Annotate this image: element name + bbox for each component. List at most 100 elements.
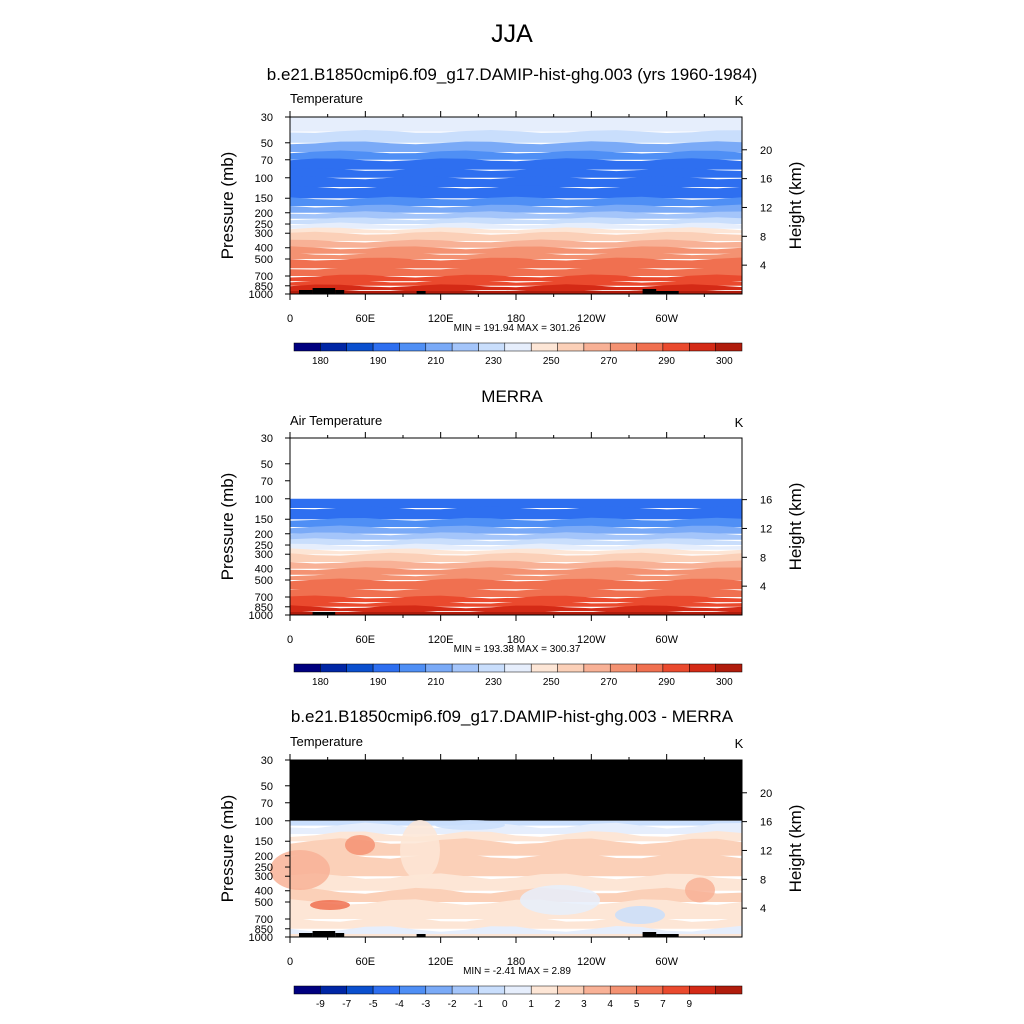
height-axis-label: Height (km) xyxy=(786,483,805,571)
min-max-label: MIN = 193.38 MAX = 300.37 xyxy=(454,644,581,655)
colorbar-box xyxy=(530,663,558,673)
colorbar-label: 1 xyxy=(528,999,534,1010)
contour-band xyxy=(290,246,742,254)
pressure-tick-label: 30 xyxy=(261,755,273,767)
pressure-tick-label: 250 xyxy=(255,540,273,552)
contour-band xyxy=(290,130,742,143)
contour-band xyxy=(290,158,742,170)
colorbar-box xyxy=(372,985,400,995)
figure-title: JJA xyxy=(491,20,533,48)
colorbar-label: -3 xyxy=(421,999,430,1010)
colorbar-label: -5 xyxy=(369,999,378,1010)
colorbar-box xyxy=(662,985,690,995)
pressure-tick-label: 500 xyxy=(255,254,273,266)
colorbar-box xyxy=(609,985,637,995)
colorbar-box xyxy=(399,663,427,673)
colorbar-label: -9 xyxy=(316,999,325,1010)
colorbar-box xyxy=(293,663,321,673)
pressure-tick-label: 70 xyxy=(261,798,273,810)
colorbar-box xyxy=(320,663,348,673)
topography-mask xyxy=(656,934,679,937)
lon-tick-label: 120W xyxy=(577,313,606,325)
lon-tick-label: 0 xyxy=(287,956,293,968)
contour-band xyxy=(290,211,742,219)
anomaly-patch xyxy=(435,820,505,830)
colorbar-label: 4 xyxy=(607,999,613,1010)
height-tick-label: 4 xyxy=(760,903,766,915)
pressure-tick-label: 200 xyxy=(255,529,273,541)
colorbar-box xyxy=(504,342,532,352)
pressure-tick-label: 30 xyxy=(261,433,273,445)
pressure-tick-label: 500 xyxy=(255,575,273,587)
colorbar: -9 -7 -5 -4 -3 -2 -1 0 1 2 3 4 5 7 9 xyxy=(293,985,743,1010)
lon-tick-label: 60W xyxy=(655,313,678,325)
colorbar-label: 180 xyxy=(312,677,329,688)
pressure-axis-label: Pressure (mb) xyxy=(218,473,237,581)
colorbar-box xyxy=(609,663,637,673)
lon-tick-label: 60E xyxy=(356,956,376,968)
colorbar-box xyxy=(662,342,690,352)
height-tick-label: 20 xyxy=(760,145,772,157)
pressure-tick-label: 850 xyxy=(255,602,273,614)
colorbar-label: 2 xyxy=(555,999,561,1010)
topography-mask xyxy=(335,290,345,294)
contour-band xyxy=(290,605,742,612)
contour-band xyxy=(290,217,742,224)
colorbar-box xyxy=(293,342,321,352)
colorbar-box xyxy=(346,663,374,673)
units-label: K xyxy=(735,93,744,108)
colorbar-label: 190 xyxy=(370,356,387,367)
min-max-label: MIN = 191.94 MAX = 301.26 xyxy=(454,323,581,334)
contour-band xyxy=(290,532,742,540)
topography-mask xyxy=(642,289,657,294)
colorbar-box xyxy=(715,985,743,995)
contour-band xyxy=(290,239,742,248)
contour-band xyxy=(290,567,742,575)
height-tick-label: 8 xyxy=(760,874,766,886)
topography-mask xyxy=(335,933,345,937)
pressure-tick-label: 250 xyxy=(255,862,273,874)
pressure-tick-label: 400 xyxy=(255,886,273,898)
contour-band xyxy=(290,543,742,550)
pressure-tick-label: 200 xyxy=(255,208,273,220)
lon-tick-label: 0 xyxy=(287,313,293,325)
panel-1: b.e21.B1850cmip6.f09_g17.DAMIP-hist-ghg.… xyxy=(218,65,805,367)
colorbar: 180 190 210 230 250 270 290 300 xyxy=(293,342,743,367)
lon-tick-label: 180 xyxy=(507,313,525,325)
contour-band xyxy=(290,595,742,603)
colorbar-label: 9 xyxy=(687,999,693,1010)
colorbar-box xyxy=(346,342,374,352)
anomaly-patch xyxy=(345,835,375,855)
contour-band xyxy=(290,176,742,187)
contour-band xyxy=(290,573,742,580)
contour-band xyxy=(290,222,742,229)
topography-mask xyxy=(312,931,336,937)
pressure-tick-label: 50 xyxy=(261,459,273,471)
contour-band xyxy=(290,612,742,615)
lon-tick-label: 60W xyxy=(655,634,678,646)
pressure-tick-label: 150 xyxy=(255,836,273,848)
height-axis-label: Height (km) xyxy=(786,162,805,250)
pressure-tick-label: 1000 xyxy=(249,610,273,622)
colorbar-box xyxy=(636,342,664,352)
variable-label: Air Temperature xyxy=(290,413,382,428)
contour-band xyxy=(290,150,742,160)
colorbar-box xyxy=(451,342,479,352)
contour-band xyxy=(290,291,742,294)
contour-band xyxy=(290,887,742,902)
height-tick-label: 8 xyxy=(760,552,766,564)
pressure-tick-label: 200 xyxy=(255,851,273,863)
contour-band xyxy=(290,252,742,259)
colorbar-box xyxy=(662,663,690,673)
anomaly-patch xyxy=(310,900,350,910)
colorbar-box xyxy=(372,342,400,352)
colorbar-label: 190 xyxy=(370,677,387,688)
colorbar-label: 210 xyxy=(427,677,444,688)
pressure-tick-label: 850 xyxy=(255,924,273,936)
colorbar-label: 180 xyxy=(312,356,329,367)
pressure-tick-label: 700 xyxy=(255,914,273,926)
contour-band xyxy=(290,560,742,569)
topography-mask xyxy=(656,291,679,294)
lon-tick-label: 120W xyxy=(577,634,606,646)
